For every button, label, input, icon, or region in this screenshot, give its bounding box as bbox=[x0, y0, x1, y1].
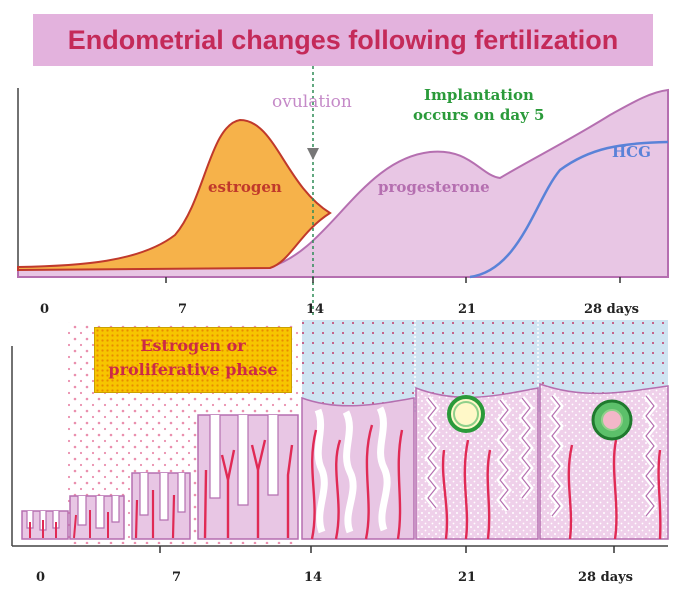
progesterone-label: progesterone bbox=[378, 178, 490, 196]
endometrium-block4 bbox=[197, 414, 299, 540]
endometrium-day0 bbox=[21, 510, 69, 540]
phase-line1: Estrogen or bbox=[140, 336, 246, 355]
top-ticks bbox=[165, 277, 621, 283]
bottom-tick-21: 21 bbox=[458, 570, 477, 585]
estrogen-area bbox=[17, 118, 332, 272]
implantation-label-line2: occurs on day 5 bbox=[413, 106, 545, 124]
hcg-label: HCG bbox=[612, 143, 651, 161]
bottom-ticks bbox=[159, 546, 615, 553]
phase-box: Estrogen or proliferative phase bbox=[94, 327, 292, 393]
estrogen-label: estrogen bbox=[208, 178, 282, 196]
endometrium-day28 bbox=[539, 382, 669, 540]
ovulation-label: ovulation bbox=[272, 92, 352, 112]
endometrium-block2 bbox=[69, 495, 125, 540]
implantation-label-line1: Implantation bbox=[424, 86, 534, 104]
bottom-tick-7: 7 bbox=[172, 570, 182, 585]
bottom-tick-14: 14 bbox=[304, 570, 323, 585]
title: Endometrial changes following fertilizat… bbox=[67, 25, 619, 55]
bottom-tick-28: 28 days bbox=[578, 570, 634, 585]
phase-line2: proliferative phase bbox=[108, 360, 278, 379]
top-tick-7: 7 bbox=[178, 302, 188, 317]
title-banner: Endometrial changes following fertilizat… bbox=[33, 14, 653, 66]
endometrium-block3 bbox=[131, 472, 191, 540]
progesterone-area bbox=[17, 88, 669, 278]
top-tick-28: 28 days bbox=[584, 302, 640, 317]
top-tick-21: 21 bbox=[458, 302, 477, 317]
top-tick-0: 0 bbox=[40, 302, 50, 317]
hcg-curve bbox=[469, 140, 669, 279]
ovulation-arrow bbox=[307, 148, 319, 160]
top-tick-14: 14 bbox=[306, 302, 325, 317]
bottom-tick-0: 0 bbox=[36, 570, 46, 585]
endometrium-day21 bbox=[415, 386, 539, 540]
endometrium-day14 bbox=[301, 396, 415, 540]
